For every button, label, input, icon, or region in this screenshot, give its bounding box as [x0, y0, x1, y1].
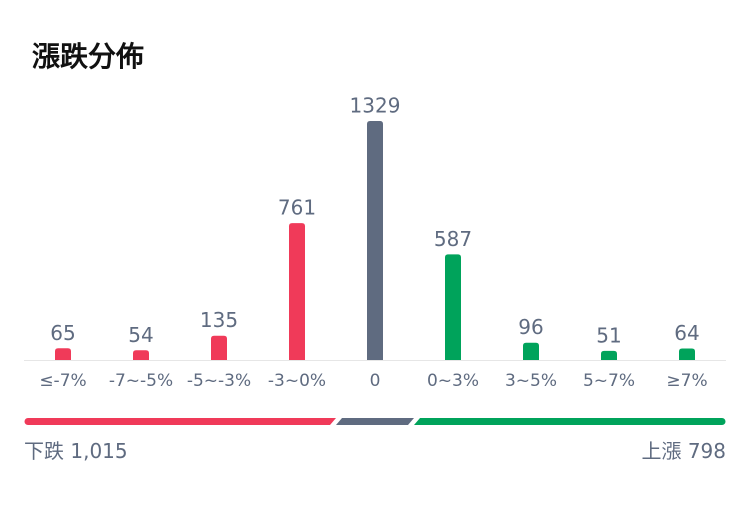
bar: [445, 254, 461, 360]
down-count: 1,015: [70, 439, 127, 463]
down-bar: [24, 418, 336, 425]
bar: [211, 335, 227, 360]
x-tick-label: -3~0%: [268, 371, 326, 391]
x-tick-label: 0~3%: [427, 371, 479, 391]
bar: [367, 121, 383, 360]
value-label: 64: [674, 321, 699, 345]
value-label: 587: [434, 227, 472, 251]
bar: [601, 350, 617, 360]
bar: [289, 223, 305, 360]
x-tick-label: -5~-3%: [187, 371, 251, 391]
bar: [523, 342, 539, 360]
value-label: 96: [518, 315, 543, 339]
bar: [55, 348, 71, 360]
value-label: 54: [128, 323, 153, 347]
bar: [133, 350, 149, 360]
up-count: 798: [688, 439, 726, 463]
x-tick-label: ≤-7%: [39, 371, 86, 391]
value-label: 1329: [350, 94, 401, 118]
up-bar: [414, 418, 726, 425]
x-tick-label: ≥7%: [666, 371, 707, 391]
value-label: 65: [50, 321, 75, 345]
x-tick-label: -7~-5%: [109, 371, 173, 391]
value-label: 761: [278, 196, 316, 220]
up-label: 上漲: [641, 439, 681, 463]
down-summary: 下跌 1,015: [24, 439, 128, 463]
x-tick-label: 3~5%: [505, 371, 557, 391]
value-label: 135: [200, 308, 238, 332]
x-tick-label: 0: [370, 371, 381, 391]
down-label: 下跌: [24, 439, 64, 463]
up-summary: 上漲 798: [641, 439, 726, 463]
chart-title: 漲跌分佈: [32, 40, 144, 73]
flat-bar: [336, 418, 414, 425]
x-tick-label: 5~7%: [583, 371, 635, 391]
bar: [679, 348, 695, 360]
value-label: 51: [596, 323, 621, 347]
